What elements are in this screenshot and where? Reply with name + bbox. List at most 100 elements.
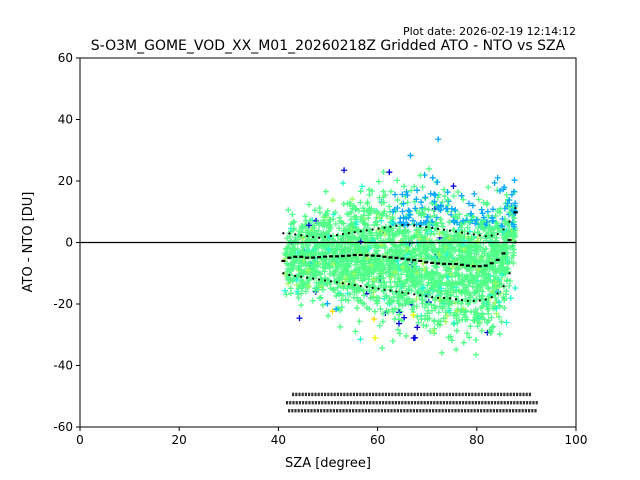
plot-date: Plot date: 2026-02-19 12:14:12	[403, 25, 576, 38]
scatter-point	[437, 254, 444, 261]
scatter-point	[474, 311, 481, 318]
scatter-point	[330, 211, 337, 218]
scatter-point	[357, 188, 364, 195]
scatter-point	[366, 186, 373, 193]
x-tick-label: 80	[469, 433, 484, 447]
scatter-point	[314, 286, 321, 293]
scatter-point	[444, 251, 451, 258]
scatter-point	[431, 277, 438, 284]
scatter-point	[284, 246, 291, 253]
bin-annotation-mark	[506, 401, 509, 405]
scatter-point	[438, 285, 445, 292]
scatter-point	[460, 339, 467, 346]
bin-annotation-mark	[320, 409, 323, 413]
scatter-point	[435, 309, 442, 316]
scatter-point	[411, 303, 418, 310]
scatter-point	[464, 330, 471, 337]
scatter-point	[442, 287, 449, 294]
scatter-point	[374, 235, 381, 242]
scatter-point	[399, 302, 406, 309]
bin-annotation-mark	[307, 409, 310, 413]
scatter-point	[342, 275, 349, 282]
scatter-point	[387, 284, 394, 291]
scatter-point	[357, 336, 364, 343]
scatter-point	[354, 257, 361, 264]
scatter-point	[489, 265, 496, 272]
scatter-point	[442, 309, 449, 316]
scatter-point	[284, 268, 291, 275]
scatter-point	[496, 225, 503, 232]
scatter-point	[492, 280, 499, 287]
bin-annotation-mark	[484, 392, 487, 397]
bin-annotation-mark	[508, 409, 511, 413]
scatter-point	[456, 247, 463, 254]
scatter-point	[490, 226, 497, 233]
scatter-point	[468, 236, 475, 243]
scatter-point	[319, 302, 326, 309]
scatter-point	[390, 225, 397, 232]
scatter-point	[485, 212, 492, 219]
scatter-point	[283, 260, 290, 267]
scatter-point	[461, 281, 468, 288]
scatter-point	[476, 320, 483, 327]
scatter-point	[485, 310, 492, 317]
scatter-point	[322, 188, 329, 195]
scatter-point	[381, 244, 388, 251]
scatter-point	[418, 199, 425, 206]
scatter-point	[484, 259, 491, 266]
bin-annotation-mark	[356, 392, 359, 397]
scatter-point	[479, 288, 486, 295]
series-mark-stddev	[478, 234, 481, 237]
scatter-point	[450, 193, 457, 200]
scatter-point	[492, 294, 499, 301]
scatter-point	[510, 259, 517, 266]
bin-annotation-mark	[522, 392, 525, 397]
scatter-point	[446, 219, 453, 226]
bin-annotation-mark	[393, 409, 396, 413]
bin-annotation-mark	[512, 409, 515, 413]
scatter-point	[375, 275, 382, 282]
scatter-point	[444, 280, 451, 287]
scatter-point	[419, 300, 426, 307]
bin-annotation-mark	[380, 409, 383, 413]
scatter-point	[453, 269, 460, 276]
scatter-point	[473, 351, 480, 358]
bin-annotation-mark	[336, 409, 339, 413]
scatter-point	[479, 303, 486, 310]
series-mark-stddev	[460, 231, 464, 234]
scatter-point	[374, 298, 381, 305]
scatter-point	[473, 251, 480, 258]
series-mark-stddev	[306, 276, 309, 279]
scatter-point	[302, 288, 309, 295]
series-mark-stddev	[377, 227, 380, 230]
scatter-point	[490, 246, 497, 253]
series-mark-stddev	[365, 285, 368, 289]
bin-annotation-mark	[396, 409, 399, 413]
scatter-point	[405, 285, 412, 292]
bin-annotation-mark	[289, 401, 292, 405]
series-mark-stddev	[496, 232, 499, 236]
bin-annotation-mark	[452, 401, 455, 405]
scatter-point	[510, 188, 517, 195]
scatter-point	[296, 315, 303, 322]
series-mark-stddev	[431, 226, 434, 229]
scatter-point	[357, 297, 364, 304]
scatter-point	[325, 246, 332, 253]
scatter-point	[488, 251, 495, 258]
bin-annotation-mark	[343, 401, 346, 405]
bin-annotation-mark	[342, 409, 345, 413]
scatter-point	[474, 316, 481, 323]
series-mark-stddev	[300, 275, 303, 278]
bin-annotation-mark	[473, 409, 476, 413]
scatter-point	[480, 226, 487, 233]
scatter-point	[385, 268, 392, 275]
bin-annotation-mark	[369, 401, 372, 405]
bin-annotation-mark	[529, 401, 532, 405]
scatter-point	[365, 266, 372, 273]
scatter-point	[416, 235, 423, 242]
scatter-point	[348, 216, 355, 223]
bin-annotation-mark	[451, 409, 454, 413]
bin-annotation-mark	[487, 392, 490, 397]
scatter-point	[425, 206, 432, 213]
scatter-point	[341, 167, 348, 174]
